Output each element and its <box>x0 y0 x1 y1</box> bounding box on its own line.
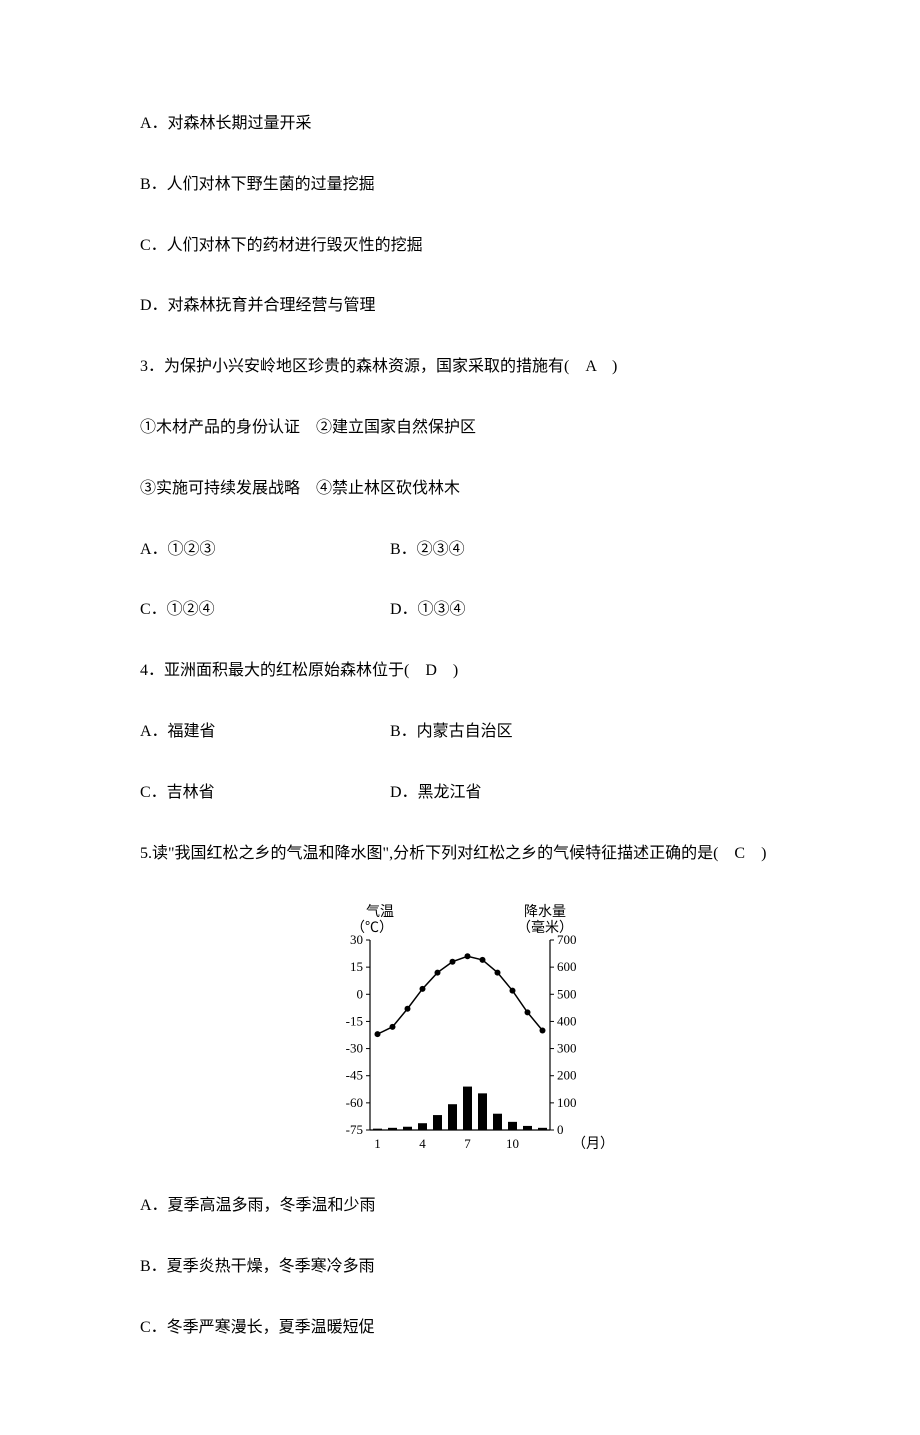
svg-text:-45: -45 <box>346 1068 363 1083</box>
svg-text:-60: -60 <box>346 1095 363 1110</box>
q3-option-b: B．②③④ <box>390 536 465 565</box>
svg-text:30: 30 <box>350 932 363 947</box>
q5-stem: 5.读"我国红松之乡的气温和降水图",分析下列对红松之乡的气候特征描述正确的是(… <box>140 840 780 869</box>
q4-option-c: C．吉林省 <box>140 779 390 808</box>
climate-chart: 气温（℃）降水量（毫米）30150-15-30-45-60-7570060050… <box>140 900 780 1160</box>
svg-text:0: 0 <box>357 987 364 1002</box>
svg-text:15: 15 <box>350 960 363 975</box>
svg-text:气温: 气温 <box>366 904 394 920</box>
q2-option-d: D．对森林抚育并合理经营与管理 <box>140 292 780 321</box>
svg-text:700: 700 <box>557 932 577 947</box>
q2-option-c: C．人们对林下的药材进行毁灭性的挖掘 <box>140 232 780 261</box>
q3-items-1: ①木材产品的身份认证 ②建立国家自然保护区 <box>140 414 780 443</box>
svg-text:0: 0 <box>557 1122 564 1137</box>
climate-chart-svg: 气温（℃）降水量（毫米）30150-15-30-45-60-7570060050… <box>310 900 610 1160</box>
svg-text:600: 600 <box>557 960 577 975</box>
q3-option-a: A．①②③ <box>140 536 390 565</box>
q3-option-d: D．①③④ <box>390 596 466 625</box>
q4-stem: 4．亚洲面积最大的红松原始森林位于( D ) <box>140 657 780 686</box>
q4-option-d: D．黑龙江省 <box>390 779 482 808</box>
q5-option-b: B．夏季炎热干燥，冬季寒冷多雨 <box>140 1253 780 1282</box>
q4-option-a: A．福建省 <box>140 718 390 747</box>
svg-text:400: 400 <box>557 1014 577 1029</box>
svg-text:200: 200 <box>557 1068 577 1083</box>
q3-option-c: C．①②④ <box>140 596 390 625</box>
svg-text:-75: -75 <box>346 1122 363 1137</box>
svg-text:1: 1 <box>374 1136 381 1151</box>
svg-text:降水量: 降水量 <box>524 904 566 920</box>
svg-text:-30: -30 <box>346 1041 363 1056</box>
svg-text:-15: -15 <box>346 1014 363 1029</box>
q2-option-a: A．对森林长期过量开采 <box>140 110 780 139</box>
svg-text:10: 10 <box>506 1136 519 1151</box>
q5-option-c: C．冬季严寒漫长，夏季温暖短促 <box>140 1314 780 1343</box>
q4-option-b: B．内蒙古自治区 <box>390 718 513 747</box>
svg-text:4: 4 <box>419 1136 426 1151</box>
svg-text:7: 7 <box>464 1136 471 1151</box>
q3-items-2: ③实施可持续发展战略 ④禁止林区砍伐林木 <box>140 475 780 504</box>
q2-option-b: B．人们对林下野生菌的过量挖掘 <box>140 171 780 200</box>
svg-text:300: 300 <box>557 1041 577 1056</box>
svg-text:100: 100 <box>557 1095 577 1110</box>
q5-option-a: A．夏季高温多雨，冬季温和少雨 <box>140 1192 780 1221</box>
svg-text:（月）: （月） <box>572 1136 610 1152</box>
svg-text:500: 500 <box>557 987 577 1002</box>
q3-stem: 3．为保护小兴安岭地区珍贵的森林资源，国家采取的措施有( A ) <box>140 353 780 382</box>
